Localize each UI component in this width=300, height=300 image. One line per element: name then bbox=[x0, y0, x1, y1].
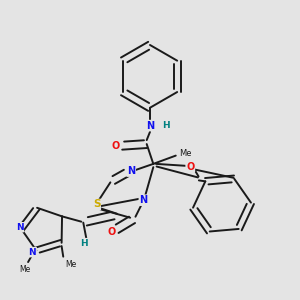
Text: Me: Me bbox=[179, 149, 192, 158]
Text: H: H bbox=[162, 121, 170, 130]
Text: N: N bbox=[139, 195, 148, 205]
Text: N: N bbox=[28, 248, 36, 256]
Text: O: O bbox=[107, 227, 116, 237]
Text: H: H bbox=[80, 238, 88, 247]
Text: Me: Me bbox=[65, 260, 76, 269]
Text: O: O bbox=[112, 141, 120, 151]
Text: Me: Me bbox=[19, 266, 30, 274]
Text: S: S bbox=[93, 200, 100, 209]
Text: N: N bbox=[146, 121, 154, 130]
Text: N: N bbox=[127, 166, 135, 176]
Text: N: N bbox=[16, 223, 23, 232]
Text: O: O bbox=[186, 161, 194, 172]
